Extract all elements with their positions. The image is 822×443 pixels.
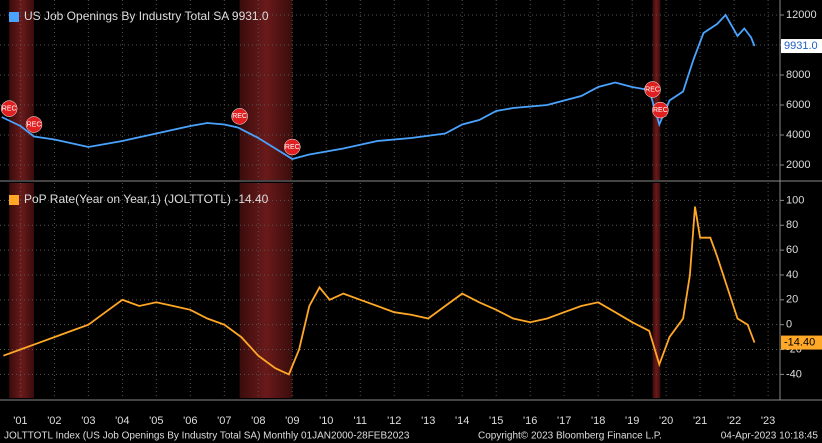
legend-label: US Job Openings By Industry Total SA 993… [24, 9, 269, 23]
x-tick-label: '23 [761, 415, 775, 427]
x-tick-label: '03 [81, 415, 95, 427]
rec-label: REC [2, 105, 17, 112]
x-tick-label: '19 [625, 415, 639, 427]
x-tick-label: '13 [421, 415, 435, 427]
y-tick-label: 80 [786, 219, 798, 231]
y-tick-label: 0 [786, 319, 792, 331]
last-value-tag [781, 39, 822, 54]
x-tick-label: '17 [557, 415, 571, 427]
legend-swatch [9, 195, 19, 205]
x-tick-label: '10 [319, 415, 333, 427]
rec-marker [0, 100, 18, 117]
rec-marker [284, 138, 301, 156]
x-tick-label: '21 [693, 415, 707, 427]
y-tick-label: 2000 [786, 159, 810, 171]
footer-copyright: Copyright© 2023 Bloomberg Finance L.P. [478, 431, 662, 442]
rec-label: REC [232, 113, 247, 120]
x-tick-label: '15 [489, 415, 503, 427]
y-tick-label: 6000 [786, 99, 810, 111]
y-tick-label: 8000 [786, 69, 810, 81]
x-tick-label: '22 [727, 415, 741, 427]
recession-band [9, 0, 34, 180]
x-tick-label: '06 [183, 415, 197, 427]
rec-label: REC [285, 144, 300, 151]
x-tick-label: '16 [523, 415, 537, 427]
last-value-tag [781, 335, 822, 350]
y-tick-label: 4000 [786, 129, 810, 141]
y-tick-label: 40 [786, 269, 798, 281]
x-tick-label: '09 [285, 415, 299, 427]
x-tick-label: '18 [591, 415, 605, 427]
x-tick-label: '07 [217, 415, 231, 427]
footer-left: JOLTTOTL Index (US Job Openings By Indus… [4, 431, 410, 442]
rec-marker [231, 108, 248, 125]
footer-timestamp: 04-Apr-2023 10:18:45 [721, 431, 819, 442]
y-tick-label: 20 [786, 294, 798, 306]
recession-band [9, 183, 34, 398]
x-tick-label: '14 [455, 415, 469, 427]
recession-band [652, 183, 661, 398]
last-value-label: -14.40 [784, 336, 815, 348]
y-tick-label: 100 [786, 194, 804, 206]
rec-label: REC [645, 86, 660, 93]
x-tick-label: '08 [251, 415, 265, 427]
legend-swatch [9, 12, 19, 22]
recession-band [239, 183, 293, 398]
x-tick-label: '12 [387, 415, 401, 427]
x-tick-label: '11 [353, 415, 367, 427]
series-line [1, 13, 756, 160]
legend-label: PoP Rate(Year on Year,1) (JOLTTOTL) -14.… [24, 192, 269, 206]
y-tick-label: 12000 [786, 9, 817, 21]
y-tick-label: -40 [786, 368, 802, 380]
rec-marker [652, 101, 669, 119]
rec-marker [25, 116, 43, 133]
rec-label: REC [653, 107, 668, 114]
x-tick-label: '04 [115, 415, 129, 427]
x-tick-label: '02 [47, 415, 61, 427]
series-line [3, 206, 756, 376]
rec-label: REC [27, 121, 42, 128]
x-tick-label: '01 [13, 415, 27, 427]
x-tick-label: '20 [659, 415, 673, 427]
rec-marker [644, 81, 661, 98]
y-tick-label: 60 [786, 244, 798, 256]
recession-band [239, 0, 293, 180]
x-tick-label: '05 [149, 415, 163, 427]
last-value-label: 9931.0 [784, 40, 818, 52]
